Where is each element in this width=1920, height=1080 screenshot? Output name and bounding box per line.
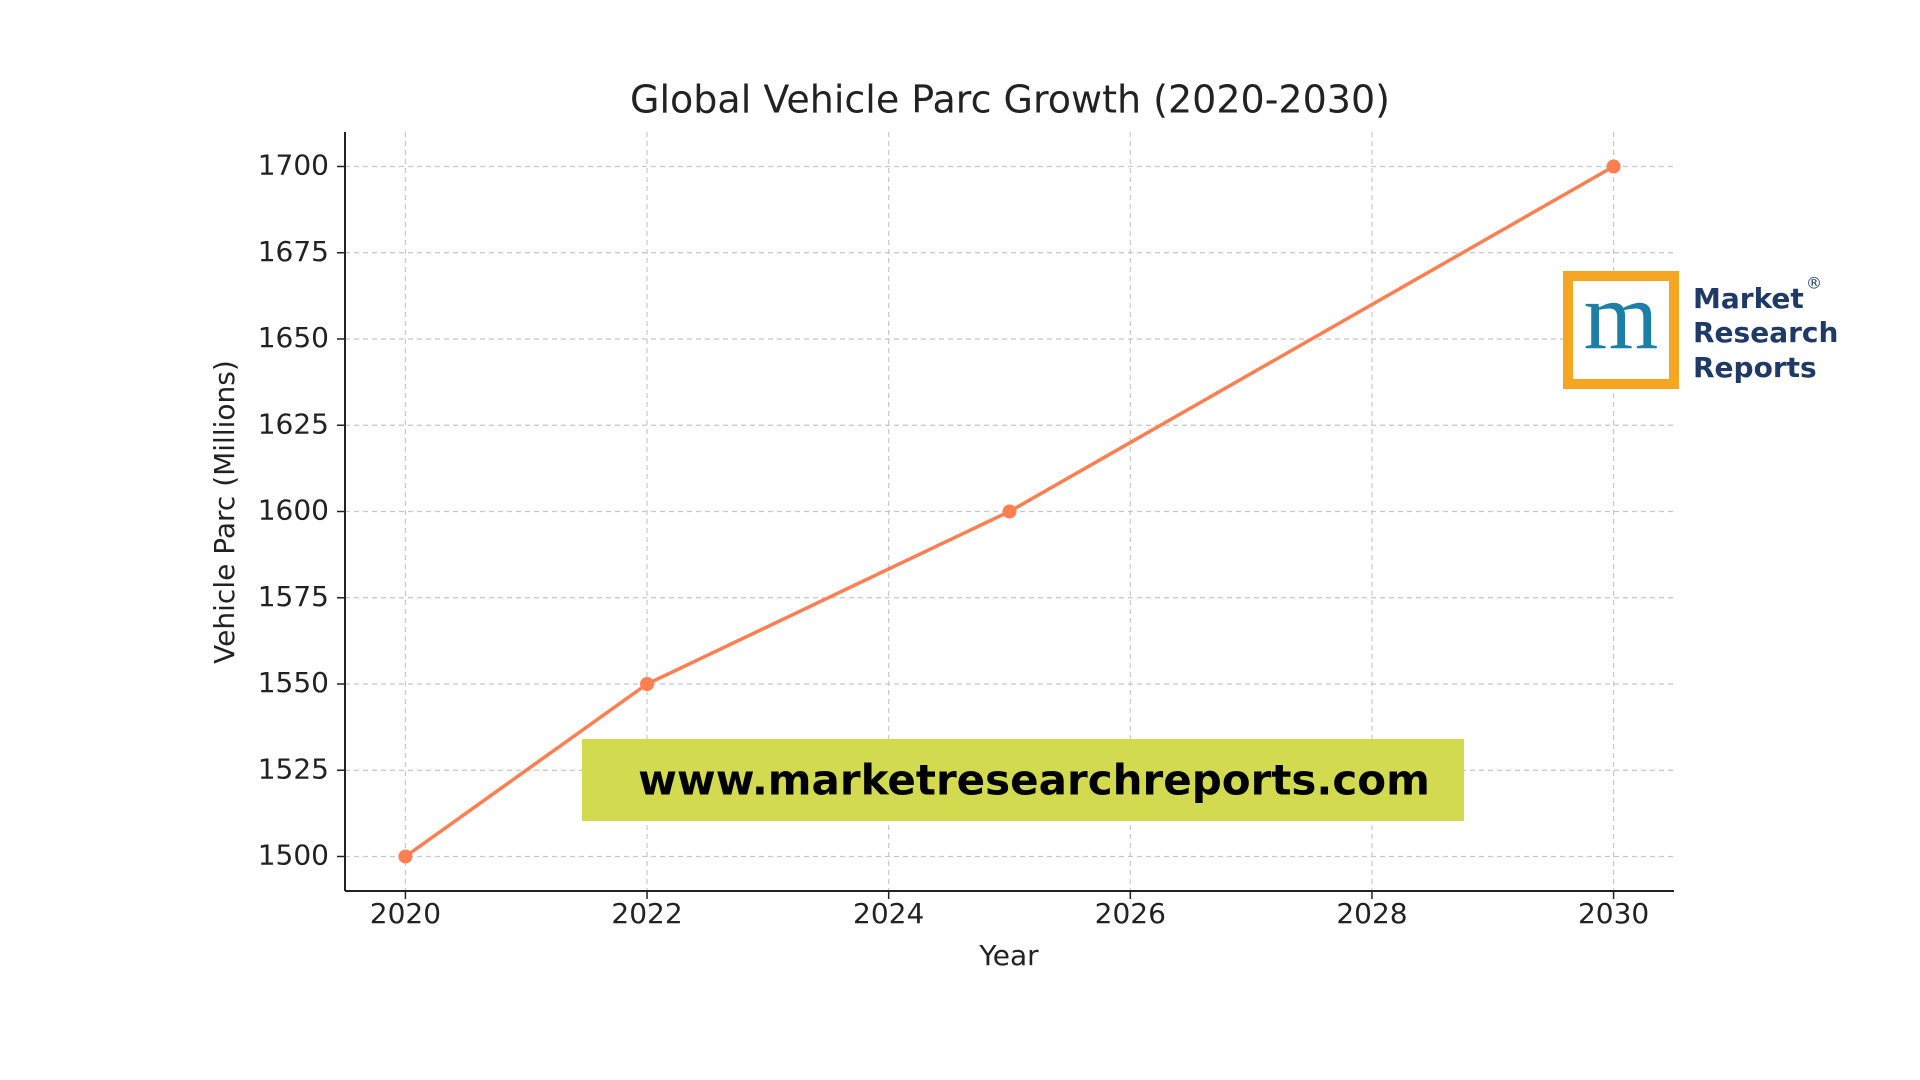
- x-tick-label: 2028: [1336, 897, 1407, 930]
- x-axis-label: Year: [978, 939, 1039, 972]
- point: [398, 849, 413, 864]
- series-line: [404, 164, 1615, 858]
- y-tick-label: 1625: [258, 407, 329, 440]
- plot-area: 1500 1525 1550 1575 1600 1625 1650 1675 1700 2020…: [258, 132, 1674, 930]
- point: [640, 677, 655, 691]
- chart-title: Global Vehicle Parc Growth (2020-2030): [630, 78, 1390, 122]
- logo-line: Reports: [1693, 351, 1817, 384]
- logo-line: Market: [1693, 282, 1804, 315]
- watermark-text: www.marketresearchreports.com: [638, 756, 1430, 805]
- y-tick-label: 1600: [258, 494, 329, 527]
- y-tick-label: 1525: [258, 752, 329, 785]
- y-tick-label: 1550: [258, 666, 329, 699]
- y-tick-label: 1500: [258, 839, 329, 872]
- logo-frame: [1563, 271, 1679, 389]
- point: [1002, 504, 1017, 519]
- logo-mark: m: [1584, 262, 1659, 369]
- watermark-banner: [582, 739, 1464, 821]
- x-tick-label: 2022: [611, 897, 682, 930]
- x-tick-label: 2030: [1578, 897, 1649, 930]
- x-tick-label: 2024: [853, 897, 924, 930]
- y-tick-label: 1675: [258, 235, 329, 268]
- point: [1606, 159, 1621, 174]
- y-tick-label: 1700: [258, 149, 329, 182]
- y-axis-label: Vehicle Parc (Millions): [208, 360, 241, 664]
- y-tick-label: 1650: [258, 321, 329, 354]
- y-tick-label: 1575: [258, 580, 329, 613]
- logo-registered: ®: [1806, 274, 1822, 293]
- logo: m Market Research Reports ®: [1563, 262, 1838, 389]
- logo-line: Research: [1693, 316, 1838, 349]
- x-tick-label: 2020: [370, 897, 441, 930]
- x-tick-label: 2026: [1095, 897, 1166, 930]
